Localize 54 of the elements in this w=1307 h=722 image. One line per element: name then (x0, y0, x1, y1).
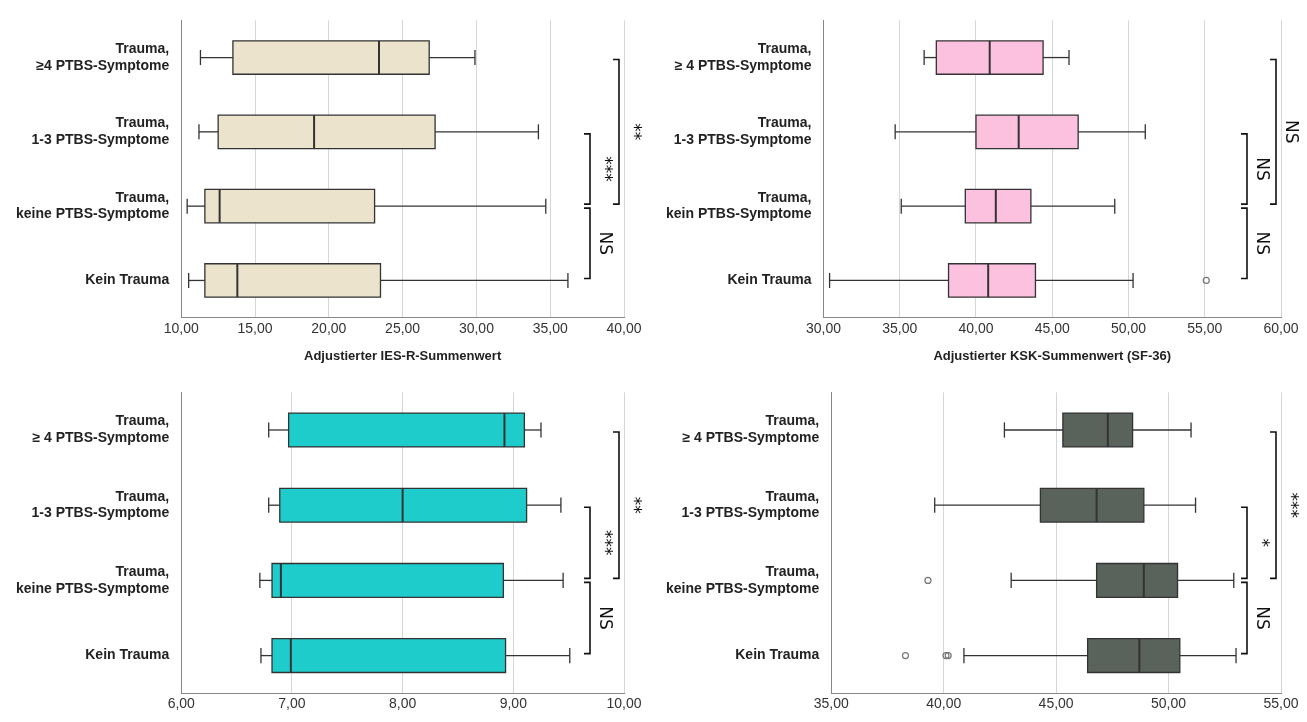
y-tick-label: Trauma, keine PTBS-Symptome (16, 188, 170, 222)
y-tick-label: Trauma, 1-3 PTBS-Symptome (31, 114, 170, 148)
y-tick-label: Trauma, kein PTBS-Symptome (665, 188, 812, 222)
annotation: NS (1253, 231, 1274, 256)
text: ** (625, 123, 646, 141)
x-tick-label: 35,00 (882, 319, 918, 336)
x-tick-label: 8,00 (389, 695, 417, 712)
x-tick-label: 35,00 (813, 695, 849, 712)
x-tick-label: 30,00 (805, 319, 842, 336)
annotation: NS (1253, 157, 1274, 181)
x-axis-title: Adjustierter KSK-Summenwert (SF-36) (933, 347, 1172, 363)
y-tick-label: Trauma, ≥ 4 PTBS-Symptome (682, 412, 820, 446)
y-tick-label: Trauma, 1-3 PTBS-Symptome (31, 487, 170, 521)
x-tick-label: 7,00 (278, 695, 306, 712)
y-tick-label: Kein Trauma (85, 646, 170, 663)
y-tick-label: Kein Trauma (735, 646, 820, 663)
x-tick-label: 10,00 (163, 319, 199, 336)
text: NS (1282, 120, 1303, 144)
x-tick-label: 35,00 (532, 319, 568, 336)
y-tick-label: Trauma, 1-3 PTBS-Symptome (673, 114, 812, 148)
annotation: *** (596, 530, 617, 556)
annotation: NS (596, 231, 617, 256)
x-tick-label: 15,00 (237, 319, 273, 336)
y-tick-label: Trauma, keine PTBS-Symptome (16, 562, 170, 596)
y-tick-label: Trauma, 1-3 PTBS-Symptome (681, 487, 820, 521)
x-tick-label: 30,00 (458, 319, 495, 336)
x-tick-label: 45,00 (1034, 319, 1070, 336)
x-tick-label: 40,00 (958, 319, 994, 336)
x-tick-label: 20,00 (311, 319, 347, 336)
x-tick-label: 55,00 (1187, 319, 1223, 336)
x-tick-label: 50,00 (1110, 319, 1147, 336)
y-tick-label: Kein Trauma (727, 271, 812, 288)
y-tick-label: Trauma, ≥4 PTBS-Symptome (36, 40, 170, 73)
text: *** (1282, 492, 1303, 518)
annotation: NS (1253, 606, 1274, 630)
annotation: * (1253, 538, 1274, 548)
x-tick-label: 60,00 (1263, 319, 1299, 336)
y-tick-label: Trauma, ≥ 4 PTBS-Symptome (32, 412, 170, 446)
x-tick-label: 40,00 (606, 319, 642, 336)
text: ** (625, 496, 646, 514)
x-tick-label: 40,00 (926, 695, 962, 712)
x-tick-label: 45,00 (1038, 695, 1074, 712)
x-tick-label: 25,00 (385, 319, 421, 336)
x-tick-label: 50,00 (1151, 695, 1187, 712)
x-tick-label: 10,00 (606, 695, 642, 712)
x-axis-title: Adjustierter IES-R-Summenwert (304, 347, 502, 363)
x-tick-label: 9,00 (499, 695, 528, 712)
y-tick-label: Trauma, keine PTBS-Symptome (666, 562, 820, 596)
x-tick-label: 6,00 (167, 695, 196, 712)
annotation: NS (596, 606, 617, 630)
y-tick-label: Trauma, ≥ 4 PTBS-Symptome (674, 40, 812, 73)
x-tick-label: 55,00 (1263, 695, 1299, 712)
y-tick-label: Kein Trauma (85, 271, 170, 288)
annotation: *** (596, 156, 617, 182)
